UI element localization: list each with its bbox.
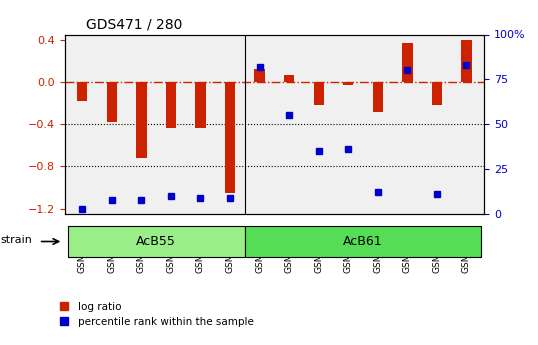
Bar: [431, 82, 442, 105]
Bar: [402, 43, 413, 82]
Bar: [461, 40, 472, 82]
FancyBboxPatch shape: [245, 226, 482, 257]
Text: GDS471 / 280: GDS471 / 280: [86, 18, 182, 32]
Text: strain: strain: [1, 235, 32, 245]
Bar: [314, 82, 324, 105]
Text: AcB55: AcB55: [136, 235, 176, 248]
Text: AcB61: AcB61: [343, 235, 383, 248]
Bar: [373, 82, 383, 111]
Bar: [195, 82, 206, 128]
FancyBboxPatch shape: [67, 226, 245, 257]
Bar: [136, 82, 146, 158]
Bar: [77, 82, 88, 101]
Bar: [343, 82, 353, 85]
Bar: [225, 82, 235, 193]
Bar: [107, 82, 117, 122]
Bar: [166, 82, 176, 128]
Legend: log ratio, percentile rank within the sample: log ratio, percentile rank within the sa…: [59, 302, 253, 327]
Bar: [254, 69, 265, 82]
Bar: [284, 75, 294, 82]
